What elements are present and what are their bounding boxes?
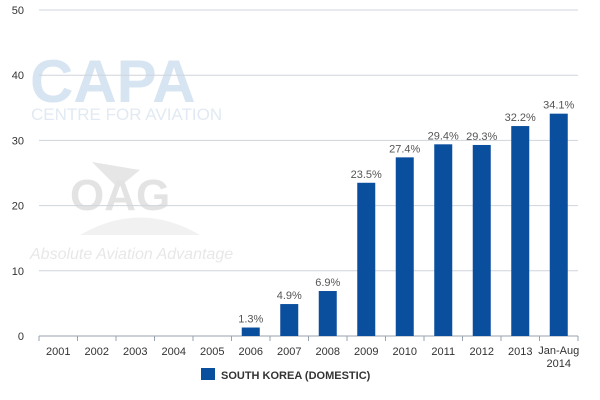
bar: [511, 126, 530, 336]
x-tick-label: 2010: [393, 346, 417, 358]
x-tick-label: 2004: [162, 346, 186, 358]
data-labels: 1.3% 4.9% 6.9% 23.5% 27.4% 29.4% 29.3% 32.2% 34.…: [238, 100, 574, 326]
x-tick-label: 2009: [354, 346, 378, 358]
legend-label: SOUTH KOREA (DOMESTIC): [221, 370, 371, 382]
oag-logo: OAG: [70, 171, 170, 220]
oag-swoosh-icon: [92, 162, 140, 188]
legend: SOUTH KOREA (DOMESTIC): [201, 368, 371, 382]
bar: [434, 144, 453, 336]
x-tick-label: 2013: [508, 346, 532, 358]
x-tick-label: 2006: [239, 346, 263, 358]
data-label: 29.3%: [466, 131, 497, 143]
bar: [472, 144, 491, 336]
data-label: 23.5%: [351, 169, 382, 181]
capa-tagline: CENTRE FOR AVIATION: [31, 105, 222, 124]
bar: [280, 304, 299, 336]
x-tick-label: 2003: [123, 346, 147, 358]
y-tick-label: 0: [18, 331, 24, 343]
capa-logo: CAPA: [30, 48, 196, 115]
data-label: 1.3%: [238, 314, 263, 326]
bar: [549, 113, 568, 336]
x-axis: 2001 2002 2003 2004 2005 2006 2007 2008 2009 2010…: [38, 336, 579, 370]
x-tick-label: Jan-Aug 2014: [538, 345, 579, 370]
oag-watermark: OAG Absolute Aviation Advantage: [29, 162, 233, 263]
data-label: 32.2%: [505, 112, 536, 124]
y-tick-label: 30: [12, 135, 24, 147]
legend-swatch: [201, 368, 215, 380]
x-tick-label: 2002: [85, 346, 109, 358]
data-label: 4.9%: [277, 290, 302, 302]
data-label: 29.4%: [428, 130, 459, 142]
data-label: 27.4%: [389, 143, 420, 155]
y-axis: 0 10 20 30 40 50: [12, 5, 24, 343]
bar: [241, 327, 260, 336]
capa-watermark: CAPA CENTRE FOR AVIATION: [30, 48, 222, 124]
oag-tagline: Absolute Aviation Advantage: [29, 246, 233, 263]
data-label: 34.1%: [543, 100, 574, 112]
x-tick-label: 2011: [431, 346, 455, 358]
x-tick-label: 2001: [46, 346, 70, 358]
x-tick-label: 2007: [277, 346, 301, 358]
x-tick-label: 2012: [470, 346, 494, 358]
oag-wing-icon: [80, 217, 200, 235]
y-tick-label: 40: [12, 70, 24, 82]
bar: [395, 157, 414, 336]
data-label: 6.9%: [315, 277, 340, 289]
x-tick-label: 2008: [316, 346, 340, 358]
x-tick-label: 2005: [200, 346, 224, 358]
bar: [318, 291, 337, 336]
bar: [357, 182, 376, 336]
y-tick-label: 10: [12, 266, 24, 278]
bars: [241, 113, 568, 336]
y-tick-label: 20: [12, 201, 24, 213]
y-tick-label: 50: [12, 5, 24, 17]
